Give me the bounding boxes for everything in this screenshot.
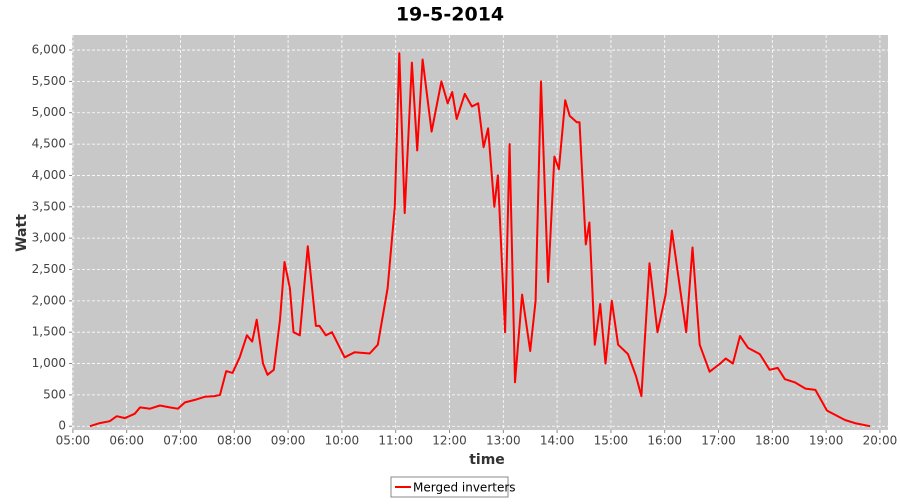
legend-label: Merged inverters: [413, 481, 516, 495]
x-tick-label: 12:00: [432, 434, 467, 448]
x-tick-label: 20:00: [863, 434, 898, 448]
y-tick-label: 5,000: [32, 105, 66, 119]
x-tick-label: 14:00: [540, 434, 575, 448]
y-tick-label: 2,000: [32, 293, 66, 307]
x-tick-label: 06:00: [109, 434, 144, 448]
x-tick-label: 17:00: [701, 434, 736, 448]
y-tick-label: 1,500: [32, 325, 66, 339]
legend-box: [390, 476, 509, 498]
y-tick-label: 2,500: [32, 262, 66, 276]
y-tick-label: 500: [43, 387, 66, 401]
y-tick-label: 3,000: [32, 231, 66, 245]
x-tick-label: 10:00: [325, 434, 360, 448]
x-tick-label: 13:00: [486, 434, 521, 448]
x-tick-label: 15:00: [594, 434, 629, 448]
plot-area: [72, 35, 888, 430]
y-tick-label: 4,000: [32, 168, 66, 182]
y-tick-label: 6,000: [32, 43, 66, 57]
x-tick-label: 09:00: [271, 434, 306, 448]
y-tick-label: 3,500: [32, 199, 66, 213]
x-tick-label: 18:00: [755, 434, 790, 448]
y-tick-label: 1,000: [32, 356, 66, 370]
y-tick-label: 0: [58, 419, 66, 433]
y-tick-label: 4,500: [32, 137, 66, 151]
x-tick-label: 07:00: [163, 434, 198, 448]
x-tick-label: 11:00: [378, 434, 413, 448]
x-tick-label: 08:00: [217, 434, 252, 448]
x-tick-label: 19:00: [809, 434, 844, 448]
chart-title: 19-5-2014: [396, 4, 504, 26]
data-line: [89, 52, 871, 428]
x-tick-label: 16:00: [647, 434, 682, 448]
y-tick-label: 5,500: [32, 74, 66, 88]
y-axis-label: Watt: [14, 214, 30, 252]
x-tick-label: 05:00: [56, 434, 91, 448]
x-axis-label: time: [469, 452, 505, 468]
